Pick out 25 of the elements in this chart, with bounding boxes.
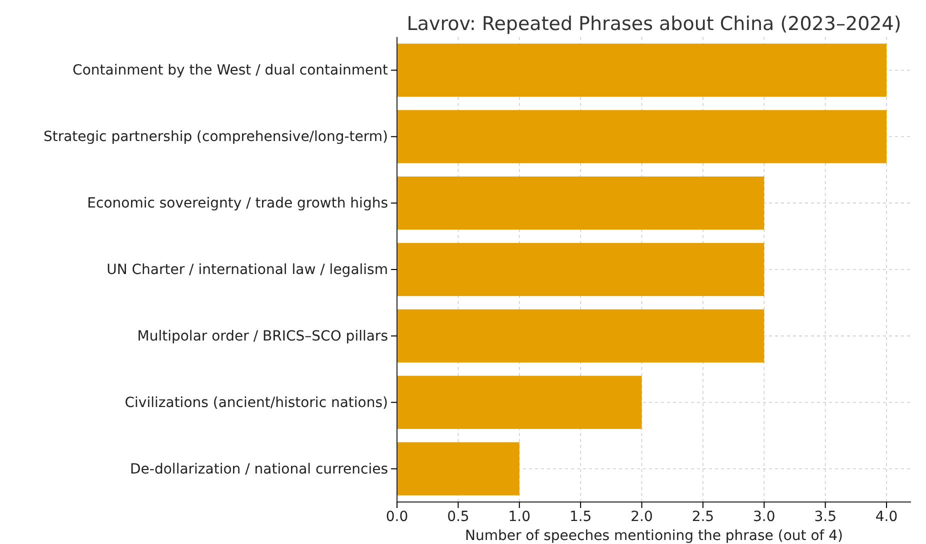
- y-tick-label: Economic sovereignty / trade growth highs: [87, 196, 388, 212]
- y-tick-label: De-dollarization / national currencies: [130, 461, 388, 478]
- y-tick-label: UN Charter / international law / legalism: [106, 262, 388, 278]
- bar: [397, 442, 520, 496]
- x-tick-label: 3.0: [753, 508, 776, 525]
- bar: [397, 376, 642, 429]
- y-tick-label: Containment by the West / dual containment: [72, 62, 389, 79]
- bar: [397, 242, 764, 296]
- bar: [397, 110, 887, 164]
- x-tick-label: 2.5: [692, 508, 714, 525]
- x-tick-label: 1.0: [508, 508, 531, 525]
- x-tick-label: 0.0: [386, 508, 408, 525]
- chart-title: Lavrov: Repeated Phrases about China (2023–2024): [406, 13, 902, 35]
- y-tick-label: Strategic partnership (comprehensive/long-term): [43, 129, 388, 146]
- x-tick-label: 0.5: [447, 508, 470, 525]
- x-tick-label: 1.5: [569, 508, 592, 525]
- bar: [397, 44, 887, 97]
- x-tick-label: 2.0: [630, 508, 653, 525]
- y-tick-label: Civilizations (ancient/historic nations): [124, 394, 388, 411]
- x-axis-title: Number of speeches mentioning the phrase (out of 4): [464, 528, 844, 544]
- bar: [397, 309, 764, 362]
- x-tick-label: 4.0: [875, 508, 898, 525]
- bar: [397, 176, 764, 230]
- x-tick-label: 3.5: [814, 508, 836, 525]
- y-tick-label: Multipolar order / BRICS–SCO pillars: [137, 328, 388, 344]
